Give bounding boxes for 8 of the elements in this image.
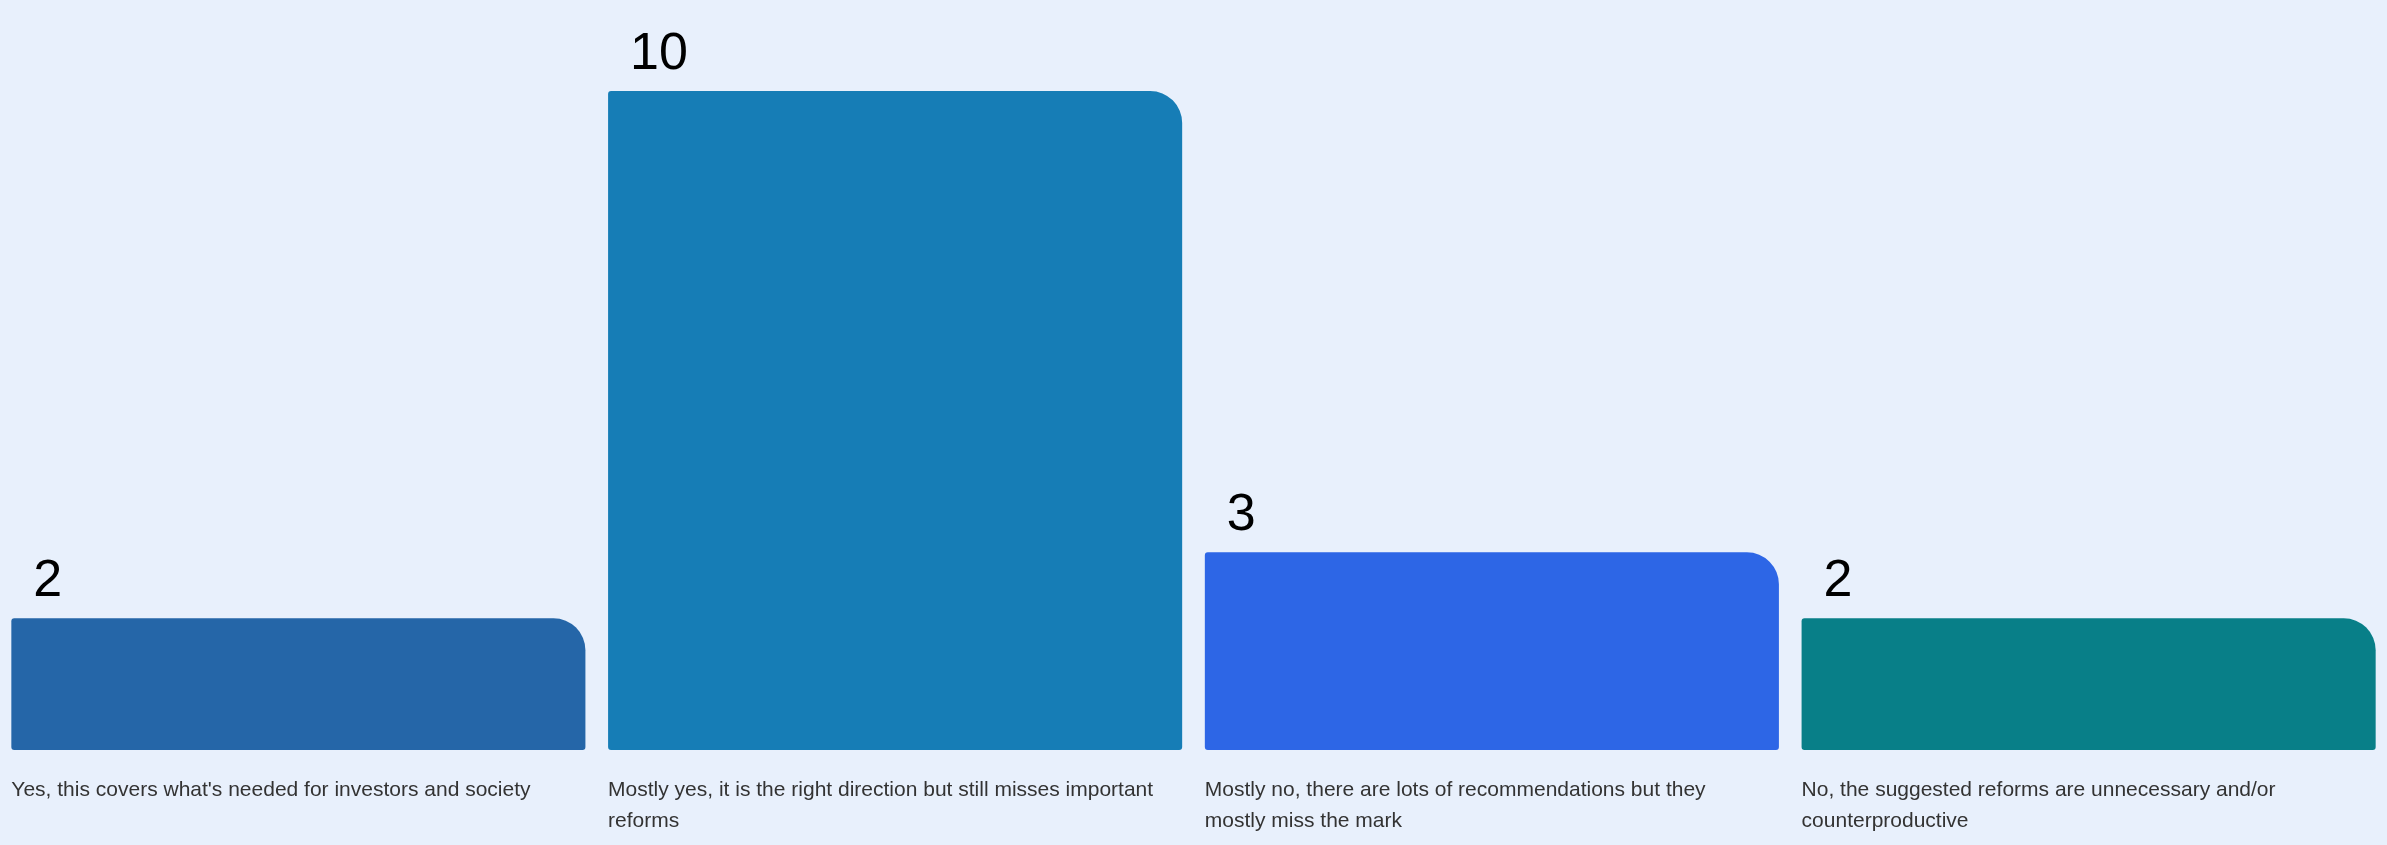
x-tick-label: Mostly no, there are lots of recommendations but they mostly miss the mark: [1204, 777, 1707, 832]
x-tick-label: Mostly yes, it is the right direction but still misses important reforms: [608, 777, 1154, 832]
data-label: 2: [1823, 549, 1853, 608]
data-label: 3: [1226, 483, 1256, 542]
x-tick-label: No, the suggested reforms are unnecessary and/or counterproductive: [1801, 777, 2276, 832]
x-tick-label: Yes, this covers what's needed for investors and society: [11, 777, 532, 801]
data-label: 10: [630, 22, 688, 80]
data-label: 2: [33, 549, 63, 608]
